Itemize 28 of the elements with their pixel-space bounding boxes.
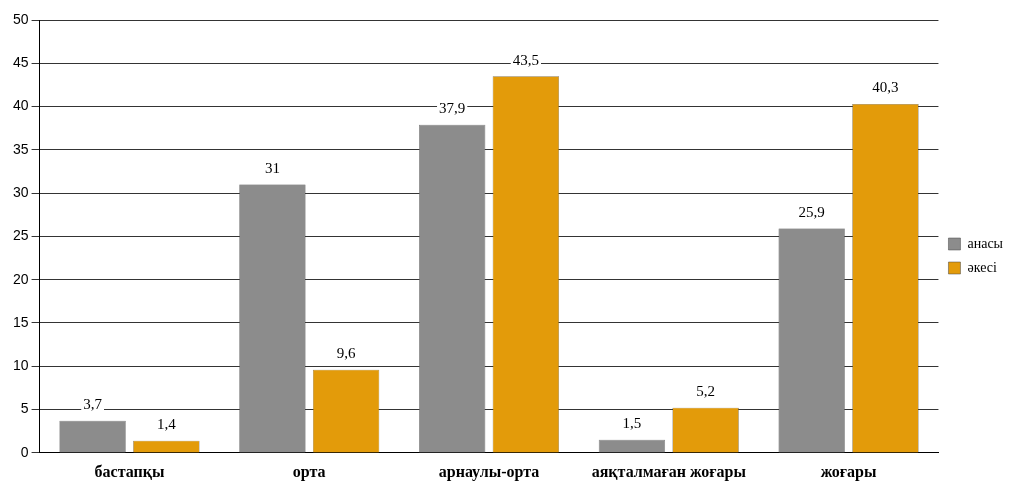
data-label: 37,9 [439, 100, 466, 117]
x-tick-label: аяқталмаған жоғары [591, 462, 747, 481]
data-label: 3,7 [83, 396, 103, 413]
data-label: 31 [264, 159, 280, 176]
y-tick-label: 50 [12, 10, 29, 27]
data-label: 40,3 [872, 79, 899, 96]
y-tick-label: 40 [12, 97, 29, 114]
data-label: 1,4 [156, 416, 177, 433]
y-tick-label: 10 [12, 357, 29, 374]
data-label: 43,5 [512, 51, 539, 68]
data-label: 9,6 [336, 345, 356, 362]
x-tick-label: орта [292, 462, 326, 481]
y-tick-label: 15 [12, 313, 29, 330]
legend-label: анасы [967, 235, 1004, 251]
y-tick-label: 45 [12, 54, 29, 71]
x-tick-label: бастапқы [94, 462, 165, 480]
y-tick-label: 25 [12, 227, 29, 244]
x-tick-label: арнаулы-орта [438, 462, 540, 481]
legend-label: әкесі [967, 259, 997, 275]
y-tick-label: 30 [12, 183, 29, 200]
data-label: 25,9 [798, 204, 825, 221]
data-label: 5,2 [696, 383, 716, 400]
x-tick-label: жоғары [820, 462, 878, 481]
y-tick-label: 20 [12, 270, 29, 287]
y-tick-label: 5 [20, 400, 29, 417]
y-tick-label: 0 [20, 443, 29, 460]
y-tick-label: 35 [12, 140, 29, 157]
data-label: 1,5 [622, 415, 642, 432]
